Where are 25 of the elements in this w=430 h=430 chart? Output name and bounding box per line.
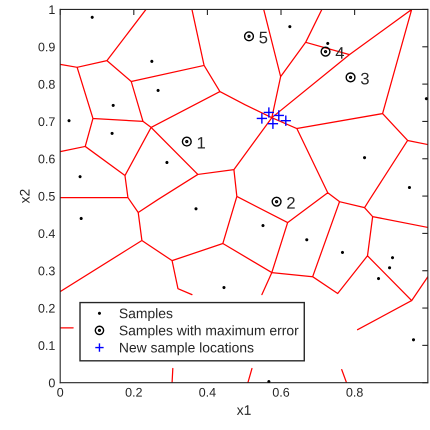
x-tick-label: 0.4 [199,388,216,397]
annotation: 5 [259,32,268,44]
annotation: 2 [287,196,295,209]
y-tick-label: 0.8 [38,80,55,89]
y-tick-label: 0.3 [38,266,55,276]
annotation: 1 [198,137,205,149]
y-tick-label: 0.9 [38,42,55,52]
x-tick-label: 0.6 [272,388,290,397]
y-tick-label: 0.5 [38,192,55,201]
y-tick-label: 0.6 [38,154,55,164]
y-tick-label: 0.2 [38,304,55,313]
y-tick-label: 0.1 [38,341,55,350]
legend-label: New sample locations [120,342,254,356]
y-tick-label: 0.4 [38,229,55,238]
y-tick-label: 0.7 [38,117,55,126]
legend-label: Samples [120,308,172,322]
legend-label: Samples with maximum error [120,325,298,338]
annotation: 3 [360,72,369,84]
x-tick-label: 0.2 [126,388,142,397]
x-axis-title: x1 [236,405,251,415]
x-tick-label: 0 [57,388,64,397]
y-axis-title: x2 [20,189,30,204]
y-tick-label: 0 [48,378,55,388]
x-tick-label: 0.8 [346,388,363,397]
y-tick-label: 1 [49,5,55,14]
